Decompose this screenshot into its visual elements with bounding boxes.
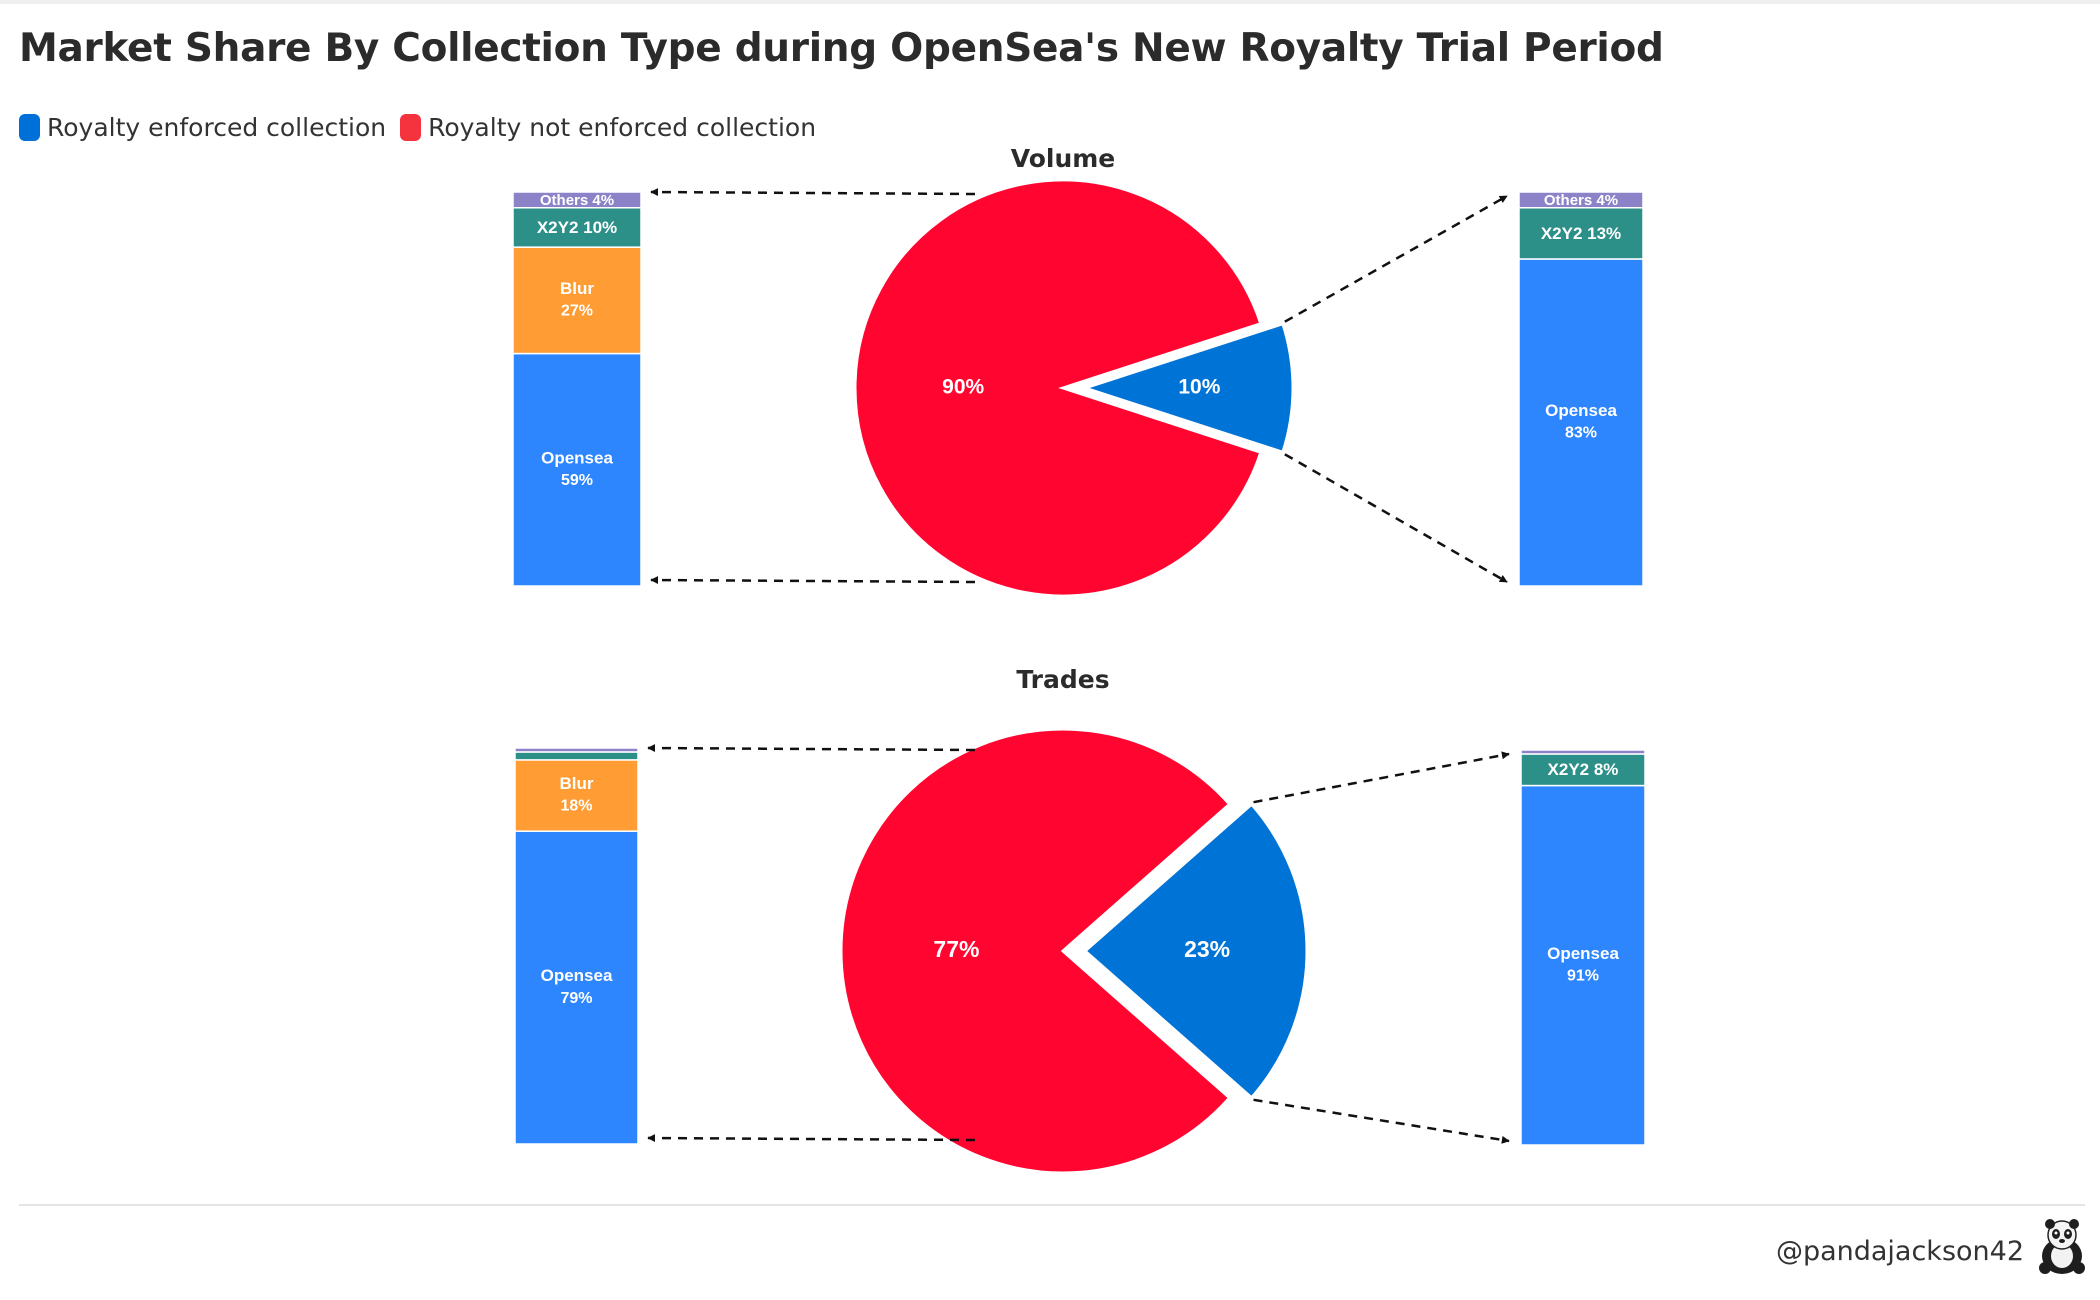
arrow-left-bottom [650,576,976,585]
legend-swatch-enforced [19,113,40,141]
bar-segment-label: Blur [560,279,594,298]
bar-segment-label: Opensea [1547,944,1619,963]
bar-left-segment-x2y2 [512,207,642,248]
bar-segment-label: Others 4% [540,192,614,209]
bar-left-segment-blur [512,246,642,355]
bar-right-segment-opensea [1520,784,1646,1146]
bar-segment-label: X2Y2 13% [1541,224,1621,243]
arrow-left-top [647,744,976,753]
arrow-left-top [650,188,976,197]
panel-volume: Volume 90% 10% Opensea 59% Blur 27% X2Y2 10% Oth… [512,144,1644,598]
panda-avatar-icon [2036,1218,2088,1276]
pie-slice-not-enforced [853,178,1263,598]
bar-segment-value: 91% [1567,967,1599,984]
pie-slice-label: 77% [933,936,979,962]
bar-segment-value: 27% [561,303,593,320]
bar-segment-label: X2Y2 10% [537,218,617,237]
arrow-right-top [1253,751,1510,804]
pie-slice-label: 90% [942,376,984,399]
bar-segment-label: Opensea [1545,401,1617,420]
bar-segment-value: 79% [560,990,592,1007]
legend-label-not-enforced: Royalty not enforced collection [428,112,817,142]
bar-right-segment-x2y2 [1520,753,1646,787]
pie-slice-enforced [1080,321,1295,455]
bar-left-segment-x2y2 [514,751,639,761]
bar-left-segment-opensea [514,830,639,1145]
pie-slice-not-enforced [839,727,1232,1175]
arrow-right-bottom [1253,1098,1510,1144]
bar-segment-value: 59% [561,472,593,489]
legend-swatch-not-enforced [400,113,422,141]
bar-segment-value: 83% [1565,425,1597,442]
bar-segment-value: 18% [560,798,592,815]
panel-title: Trades [1016,665,1109,694]
arrow-right-top [1284,194,1508,323]
panel-trades: Trades 77% 23% Opensea 79% Blur 18% Opensea 91% X… [514,665,1646,1175]
bar-right-segment-x2y2 [1518,207,1644,260]
bar-right-segment-others [1518,191,1644,209]
bar-right-segment-opensea [1518,258,1644,587]
panel-title: Volume [1011,144,1116,173]
legend-label-enforced: Royalty enforced collection [47,112,387,142]
bar-segment-label: Opensea [541,966,613,985]
bar-left-segment-opensea [512,352,642,587]
bar-segment-label: X2Y2 8% [1548,760,1619,779]
bar-segment-label: Others 4% [1544,192,1618,209]
bar-left-segment-others [514,747,639,753]
page-title: Market Share By Collection Type during O… [19,26,1664,71]
bar-segment-label: Opensea [541,448,613,467]
bar-segment-label: Blur [560,774,594,793]
pie-slice-enforced [1082,802,1309,1100]
legend: Royalty enforced collection Royalty not … [19,110,816,144]
top-border [0,0,2100,4]
legend-item-not-enforced: Royalty not enforced collection [400,113,816,142]
bar-left-segment-blur [514,759,639,832]
author-credit: @pandajackson42 [1775,1236,2024,1267]
pie-slice-label: 10% [1178,376,1220,399]
bar-right-segment-others [1520,749,1646,755]
footer-divider [19,1204,2085,1206]
bar-left-segment-others [512,191,642,209]
pie-slice-label: 23% [1184,936,1230,962]
arrow-right-bottom [1284,453,1508,584]
arrow-left-bottom [647,1134,976,1143]
legend-item-enforced: Royalty enforced collection [19,113,386,142]
